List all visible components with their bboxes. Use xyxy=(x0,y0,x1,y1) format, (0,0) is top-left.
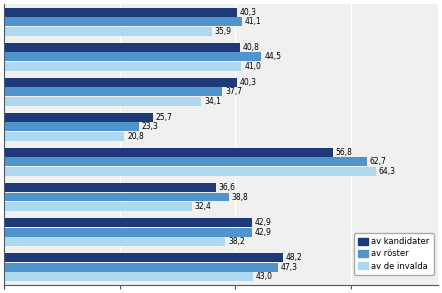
Bar xyxy=(4,122,139,131)
Text: 64,3: 64,3 xyxy=(379,167,396,176)
Bar xyxy=(4,237,225,246)
Text: 41,0: 41,0 xyxy=(244,62,261,71)
Bar xyxy=(4,148,332,157)
Bar xyxy=(4,218,252,227)
Text: 43,0: 43,0 xyxy=(255,272,273,281)
Text: 44,5: 44,5 xyxy=(264,52,282,61)
Bar xyxy=(4,62,241,71)
Text: 35,9: 35,9 xyxy=(215,27,232,35)
Bar xyxy=(4,27,212,35)
Text: 34,1: 34,1 xyxy=(204,97,221,106)
Text: 47,3: 47,3 xyxy=(281,263,297,272)
Bar xyxy=(4,87,222,96)
Bar xyxy=(4,52,262,61)
Text: 36,6: 36,6 xyxy=(219,183,236,192)
Text: 23,3: 23,3 xyxy=(142,122,159,131)
Text: 38,2: 38,2 xyxy=(228,237,245,246)
Bar xyxy=(4,202,191,211)
Bar xyxy=(4,8,237,17)
Text: 42,9: 42,9 xyxy=(255,218,272,227)
Text: 32,4: 32,4 xyxy=(194,202,211,211)
Bar xyxy=(4,132,125,141)
Bar xyxy=(4,183,216,192)
Text: 41,1: 41,1 xyxy=(245,17,262,26)
Text: 25,7: 25,7 xyxy=(156,113,172,122)
Bar xyxy=(4,78,237,87)
Bar xyxy=(4,253,283,262)
Text: 40,8: 40,8 xyxy=(243,43,260,52)
Text: 42,9: 42,9 xyxy=(255,228,272,236)
Bar xyxy=(4,167,376,176)
Text: 40,3: 40,3 xyxy=(240,8,257,17)
Bar xyxy=(4,272,253,281)
Text: 38,8: 38,8 xyxy=(232,193,248,202)
Text: 20,8: 20,8 xyxy=(127,132,144,141)
Text: 37,7: 37,7 xyxy=(225,87,242,96)
Bar xyxy=(4,193,229,202)
Text: 62,7: 62,7 xyxy=(370,157,386,166)
Bar xyxy=(4,228,252,236)
Bar xyxy=(4,43,240,52)
Bar xyxy=(4,17,242,26)
Text: 48,2: 48,2 xyxy=(286,253,302,262)
Bar xyxy=(4,157,367,166)
Bar xyxy=(4,113,153,122)
Text: 40,3: 40,3 xyxy=(240,78,257,87)
Bar xyxy=(4,263,278,272)
Text: 56,8: 56,8 xyxy=(335,148,352,157)
Bar xyxy=(4,97,202,106)
Legend: av kandidater, av röster, av de invalda: av kandidater, av röster, av de invalda xyxy=(354,233,434,275)
